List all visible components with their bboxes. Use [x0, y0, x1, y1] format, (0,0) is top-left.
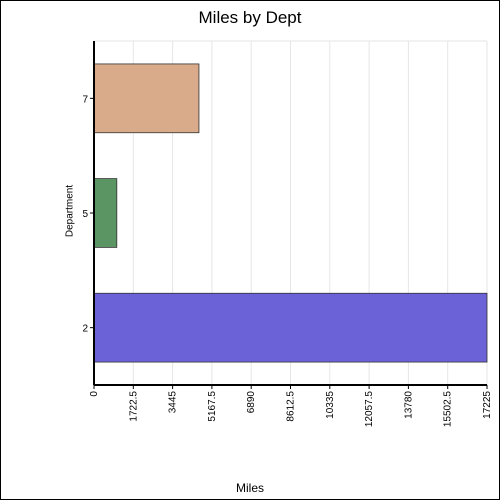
x-tick-label: 0 [89, 391, 100, 397]
y-tick-label: 5 [82, 209, 88, 220]
x-tick-label: 5167.5 [207, 391, 218, 422]
bar-dept-7 [93, 63, 200, 134]
chart-title: Miles by Dept [198, 8, 302, 27]
y-tick-label: 2 [82, 324, 88, 335]
x-tick-label: 15502.5 [443, 391, 454, 428]
x-tick-label: 8612.5 [286, 391, 297, 422]
x-tick-label: 13780 [403, 391, 414, 419]
x-tick-label: 17225 [482, 391, 493, 419]
x-tick-label: 6890 [246, 391, 257, 414]
x-axis-label: Miles [235, 481, 264, 495]
y-tick-label: 7 [82, 94, 88, 105]
x-tick-label: 3445 [168, 391, 179, 414]
bar-dept-5 [93, 178, 118, 248]
x-tick-label: 10335 [325, 391, 336, 419]
x-tick-label: 12057.5 [364, 391, 375, 428]
x-tick-label: 1722.5 [128, 391, 139, 422]
bar-dept-2 [93, 292, 488, 363]
